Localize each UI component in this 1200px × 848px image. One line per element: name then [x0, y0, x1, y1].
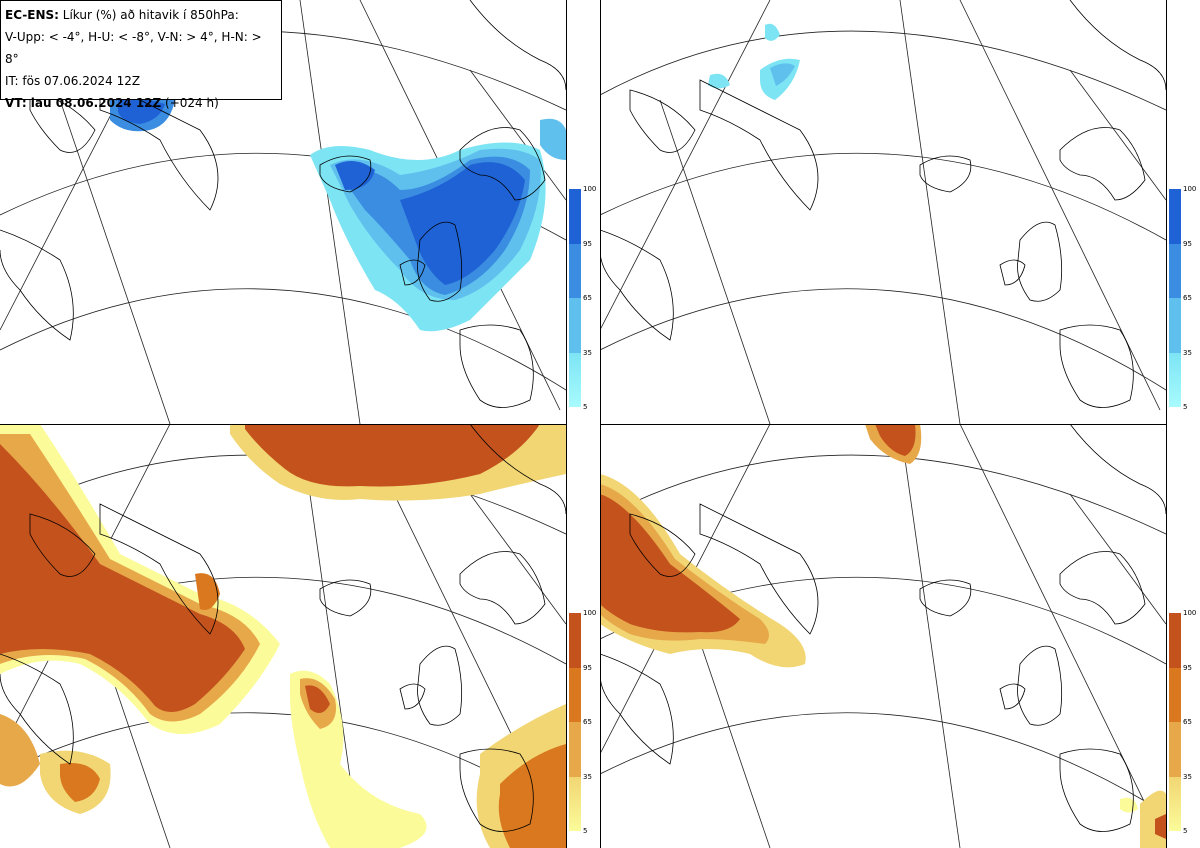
panel-border — [1166, 0, 1167, 848]
valid-offset: (+024 h) — [161, 96, 219, 110]
colorbar-tick: 5 — [1183, 403, 1188, 411]
map-canvas — [600, 424, 1166, 848]
colorbar-tick: 95 — [1183, 664, 1192, 672]
colorbar-segment — [569, 189, 581, 244]
colorbar-tick: 65 — [583, 294, 592, 302]
colorbar-segment — [1169, 777, 1181, 831]
colorbar-tick: 100 — [583, 185, 597, 193]
coastlines — [600, 424, 1166, 832]
panel-border — [566, 0, 567, 848]
threshold-line: V-Upp: < -4°, H-U: < -8°, V-N: > 4°, H-N… — [5, 30, 262, 66]
colorbar-segment — [569, 244, 581, 298]
valid-time: VT: lau 08.06.2024 12Z — [5, 96, 162, 110]
panel-border — [0, 424, 566, 425]
colorbar-segment — [1169, 353, 1181, 407]
coastlines — [0, 424, 566, 832]
colorbar-segment — [569, 298, 581, 353]
map-panel-cold-8 — [600, 0, 1166, 424]
map-canvas — [0, 424, 566, 848]
colorbar-tick: 35 — [1183, 349, 1192, 357]
colorbar-warm — [1169, 613, 1181, 831]
info-title-line: EC-ENS: Líkur (%) að hitavik í 850hPa: — [5, 4, 277, 26]
colorbar-tick: 5 — [583, 827, 588, 835]
colorbar-tick: 100 — [1183, 609, 1197, 617]
model-label: EC-ENS: — [5, 8, 59, 22]
colorbar-tick: 5 — [1183, 827, 1188, 835]
map-panel-warm-4 — [0, 424, 566, 848]
probability-field — [600, 424, 1166, 848]
valid-time-line: VT: lau 08.06.2024 12Z (+024 h) — [5, 92, 277, 114]
info-box: EC-ENS: Líkur (%) að hitavik í 850hPa: V… — [0, 0, 282, 110]
colorbar-segment — [1169, 298, 1181, 353]
colorbar-tick: 35 — [583, 349, 592, 357]
colorbar-cold — [569, 189, 581, 407]
colorbar-segment — [1169, 613, 1181, 668]
colorbar-tick: 35 — [1183, 773, 1192, 781]
colorbar-segment — [1169, 722, 1181, 777]
probability-field — [110, 93, 566, 332]
colorbar-segment — [569, 353, 581, 407]
colorbar-cold — [1169, 189, 1181, 407]
colorbar-tick: 95 — [583, 240, 592, 248]
colorbar-tick: 65 — [1183, 718, 1192, 726]
colorbar-segment — [569, 613, 581, 668]
map-panel-cold-4 — [0, 0, 566, 424]
probability-field — [708, 23, 800, 100]
colorbar-segment — [1169, 668, 1181, 722]
map-panel-warm-8 — [600, 424, 1166, 848]
colorbar-segment — [569, 668, 581, 722]
colorbar-tick: 5 — [583, 403, 588, 411]
map-canvas — [0, 0, 566, 424]
map-canvas — [600, 0, 1166, 424]
colorbar-segment — [1169, 189, 1181, 244]
colorbar-tick: 65 — [583, 718, 592, 726]
init-time: IT: fös 07.06.2024 12Z — [5, 74, 141, 88]
colorbar-segment — [569, 722, 581, 777]
colorbar-tick: 95 — [1183, 240, 1192, 248]
colorbar-warm — [569, 613, 581, 831]
colorbar-segment — [1169, 244, 1181, 298]
map-title: Líkur (%) að hitavik í 850hPa: — [58, 8, 239, 22]
colorbar-tick: 100 — [1183, 185, 1197, 193]
coastlines — [600, 0, 1166, 408]
probability-field — [0, 424, 566, 848]
colorbar-tick: 95 — [583, 664, 592, 672]
colorbar-tick: 100 — [583, 609, 597, 617]
panel-border — [600, 424, 1166, 425]
coastlines — [0, 0, 566, 408]
colorbar-segment — [569, 777, 581, 831]
colorbar-tick: 35 — [583, 773, 592, 781]
graticule — [600, 0, 1166, 424]
colorbar-tick: 65 — [1183, 294, 1192, 302]
